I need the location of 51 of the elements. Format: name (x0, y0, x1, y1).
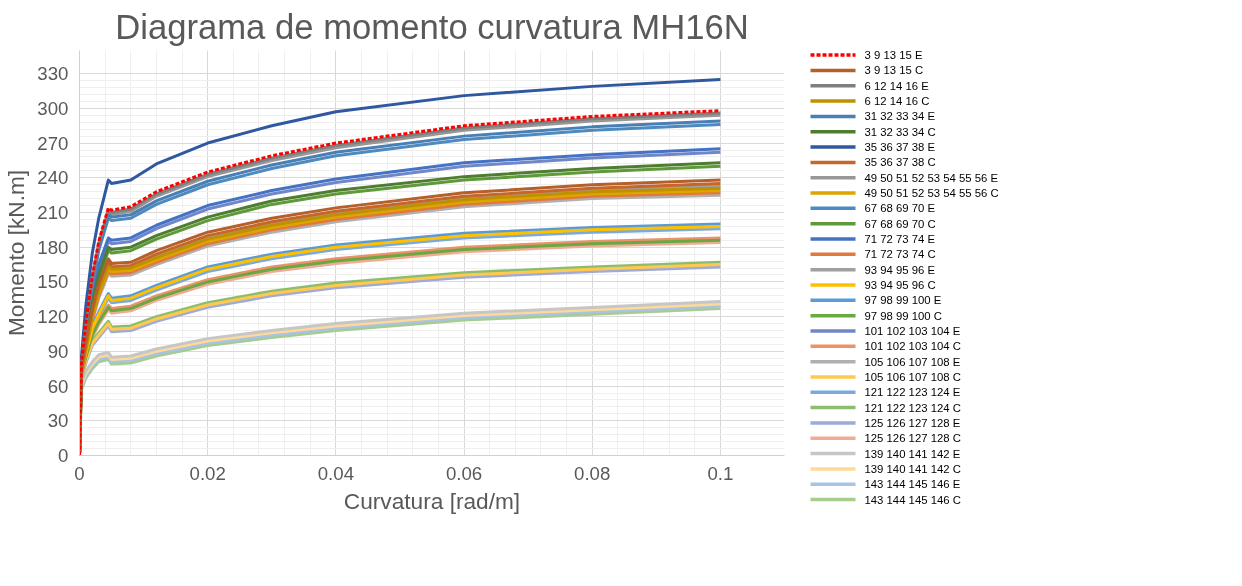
y-tick-label: 90 (47, 340, 69, 362)
legend-label: 139 140 141 142 E (864, 447, 961, 460)
legend-label: 49 50 51 52 53 54 55 56 C (864, 187, 999, 200)
legend-label: 67 68 69 70 E (864, 202, 936, 215)
x-tick-label: 0.1 (707, 462, 734, 484)
legend-label: 71 72 73 74 E (864, 233, 936, 246)
y-tick-label: 330 (37, 63, 69, 85)
legend-label: 143 144 145 146 C (864, 493, 961, 506)
y-tick-label: 210 (37, 202, 69, 223)
legend-label: 67 68 69 70 C (864, 217, 936, 230)
legend-label: 3 9 13 15 C (864, 64, 924, 77)
legend-label: 105 106 107 108 C (864, 370, 961, 383)
legend-label: 6 12 14 16 E (864, 79, 930, 92)
legend-label: 93 94 95 96 C (864, 279, 936, 291)
y-axis-title: Momento [kN.m] (3, 169, 30, 337)
legend-label: 31 32 33 34 C (864, 125, 936, 138)
legend-label: 143 144 145 146 E (864, 478, 961, 491)
y-tick-label: 0 (58, 445, 69, 466)
y-tick-label: 60 (47, 375, 69, 397)
legend-label: 6 12 14 16 C (864, 95, 930, 108)
legend-label: 101 102 103 104 C (864, 340, 961, 353)
legend-label: 121 122 123 124 C (864, 401, 961, 414)
x-tick-label: 0.08 (574, 462, 611, 484)
legend-label: 139 140 141 142 C (864, 462, 961, 475)
y-tick-label: 30 (47, 410, 69, 432)
legend-label: 101 102 103 104 E (864, 324, 961, 337)
y-tick-label: 180 (37, 236, 69, 258)
legend-label: 49 50 51 52 53 54 55 56 E (864, 171, 999, 184)
legend-label: 71 72 73 74 C (864, 248, 936, 261)
x-tick-label: 0.02 (189, 462, 226, 484)
legend-label: 121 122 123 124 E (864, 386, 961, 399)
x-tick-label: 0 (74, 462, 85, 484)
y-tick-label: 300 (37, 97, 69, 119)
legend-label: 125 126 127 128 C (864, 432, 961, 445)
legend-label: 105 106 107 108 E (864, 355, 961, 368)
y-tick-label: 240 (37, 167, 69, 189)
y-tick-label: 150 (37, 271, 69, 293)
legend-label: 31 32 33 34 E (864, 110, 936, 123)
legend-label: 35 36 37 38 C (864, 156, 936, 169)
legend-label: 125 126 127 128 E (864, 416, 961, 429)
x-axis-title: Curvatura [rad/m] (343, 487, 521, 514)
y-tick-label: 270 (37, 132, 69, 154)
legend-label: 3 9 13 15 E (864, 49, 923, 62)
legend-label: 93 94 95 96 E (864, 263, 936, 276)
legend-label: 97 98 99 100 E (864, 294, 942, 307)
legend-label: 35 36 37 38 E (864, 141, 936, 154)
chart-title: Diagrama de momento curvatura MH16N (115, 7, 749, 46)
x-tick-label: 0.04 (317, 462, 355, 484)
x-tick-label: 0.06 (445, 462, 483, 484)
legend-label: 97 98 99 100 C (864, 309, 942, 322)
y-tick-label: 120 (37, 306, 69, 328)
